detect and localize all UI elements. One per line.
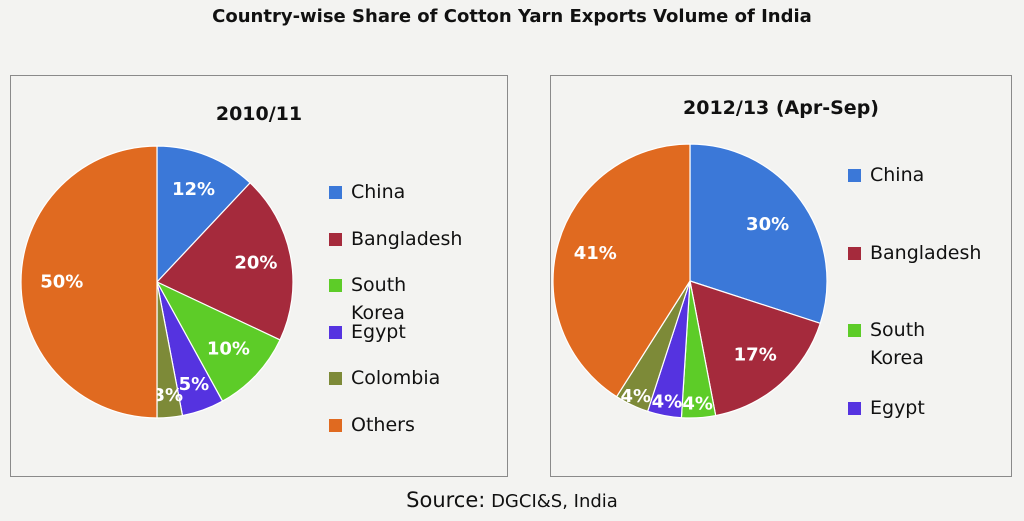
data-label-colombia: 4% bbox=[621, 386, 652, 407]
data-label-egypt: 4% bbox=[652, 392, 683, 413]
pie-chart-2010-11: 12% 20% 10% 5%3% 50% bbox=[20, 145, 294, 419]
data-label-south-korea: 10% bbox=[207, 339, 250, 360]
pie-panel-2010-11: 2010/11 12% 20% 10% 5% 3% 50% China Bangladesh… bbox=[10, 75, 508, 477]
legend-swatch bbox=[329, 279, 342, 292]
legend-label: China bbox=[870, 164, 925, 186]
legend-item-china: China bbox=[848, 161, 924, 189]
legend-swatch bbox=[329, 372, 342, 385]
data-label-south-korea: 4% bbox=[682, 394, 713, 415]
data-label-others: 50% bbox=[40, 272, 83, 293]
data-label-china: 30% bbox=[746, 214, 789, 235]
source-note: Source: DGCI&S, India bbox=[0, 488, 1024, 512]
legend-swatch bbox=[329, 232, 342, 246]
legend-label: South Korea bbox=[351, 274, 407, 324]
legend-swatch bbox=[848, 401, 861, 415]
legend-item-south-korea: South Korea bbox=[848, 316, 925, 372]
data-label-others: 41% bbox=[574, 243, 617, 264]
pie-panel-2012-13: 2012/13 (Apr-Sep) 30% 17% 4% 4% 4% 41% China B… bbox=[550, 75, 1012, 477]
legend-item-colombia: Colombia bbox=[329, 364, 440, 392]
legend-swatch bbox=[329, 186, 342, 199]
legend-label: Colombia bbox=[351, 367, 441, 389]
pie-title: 2012/13 (Apr-Sep) bbox=[683, 97, 879, 119]
legend-item-egypt: Egypt bbox=[848, 394, 925, 422]
data-label-bangladesh: 20% bbox=[234, 253, 277, 274]
legend-label: Egypt bbox=[870, 396, 925, 419]
data-label-colombia: 3% bbox=[153, 385, 184, 406]
data-label-egypt: 5% bbox=[179, 374, 210, 395]
legend-swatch bbox=[848, 169, 861, 182]
legend-label: Bangladesh bbox=[351, 227, 463, 250]
source-text: DGCI&S, India bbox=[485, 491, 618, 512]
pie-chart-2012-13: 30%17%4%4%4%41% bbox=[552, 143, 828, 419]
pie-title: 2010/11 bbox=[215, 103, 303, 125]
source-label: Source: bbox=[406, 488, 486, 512]
legend-swatch bbox=[848, 324, 861, 337]
legend-item-bangladesh: Bangladesh bbox=[329, 225, 462, 253]
pie-slice-china bbox=[156, 145, 251, 284]
legend-item-egypt: Egypt bbox=[329, 318, 406, 346]
pie-slice-bangladesh bbox=[155, 182, 294, 341]
pie-slice-others bbox=[552, 143, 691, 398]
legend-label: South Korea bbox=[870, 319, 926, 369]
legend-label: Egypt bbox=[351, 320, 406, 343]
legend-item-china: China bbox=[329, 178, 405, 206]
pie-slice-bangladesh bbox=[689, 280, 822, 417]
legend-item-south-korea: South Korea bbox=[329, 271, 406, 327]
legend-swatch bbox=[848, 246, 861, 260]
legend-label: Others bbox=[351, 413, 415, 436]
pie-slice-south-korea bbox=[155, 280, 281, 402]
legend-item-bangladesh: Bangladesh bbox=[848, 239, 981, 267]
chart-title: Country-wise Share of Cotton Yarn Export… bbox=[212, 6, 812, 27]
data-label-bangladesh: 17% bbox=[734, 345, 777, 366]
legend-swatch bbox=[329, 418, 342, 432]
legend-item-others: Others bbox=[329, 411, 415, 439]
legend-swatch bbox=[329, 325, 342, 339]
legend-label: China bbox=[351, 181, 406, 203]
pie-slice-china bbox=[689, 143, 828, 325]
legend-label: Bangladesh bbox=[870, 241, 982, 264]
pie-slice-others bbox=[20, 145, 158, 419]
data-label-china: 12% bbox=[172, 179, 215, 200]
